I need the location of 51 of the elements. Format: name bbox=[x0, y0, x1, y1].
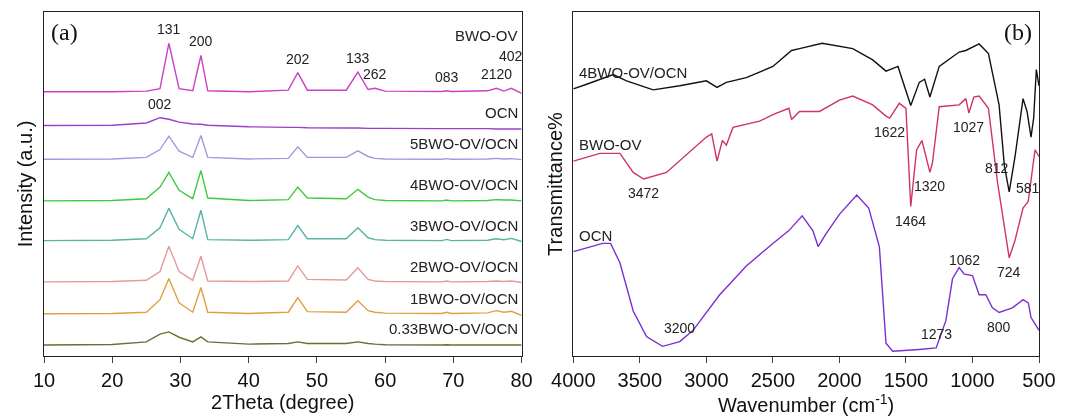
series-label: 3BWO-OV/OCN bbox=[410, 217, 519, 234]
x-tick-label: 10 bbox=[32, 369, 56, 392]
annotation: 724 bbox=[997, 264, 1021, 280]
annotation: 800 bbox=[987, 319, 1011, 335]
x-axis-title: Wavenumber (cm$^{-1}$) bbox=[718, 391, 895, 417]
annotation: 3200 bbox=[664, 320, 696, 336]
annotation: 3472 bbox=[628, 185, 660, 201]
x-tick-label: 60 bbox=[374, 369, 397, 392]
annotation: 402 bbox=[499, 48, 523, 64]
series-label: 2BWO-OV/OCN bbox=[410, 258, 519, 275]
series-label: 4BWO-OV/OCN bbox=[410, 176, 519, 193]
series-label: 1BWO-OV/OCN bbox=[410, 290, 519, 307]
series-label: BWO-OV bbox=[579, 136, 642, 153]
chart-title: (b) bbox=[1004, 19, 1032, 45]
x-tick-label: 70 bbox=[442, 369, 465, 392]
series-label: 5BWO-OV/OCN bbox=[410, 135, 519, 152]
x-tick-label: 3500 bbox=[617, 369, 663, 392]
y-axis-title: Intensity (a.u.) bbox=[14, 120, 37, 248]
series-label: OCN bbox=[485, 104, 519, 121]
x-tick-label: 30 bbox=[169, 369, 192, 392]
series-label: 4BWO-OV/OCN bbox=[579, 64, 688, 81]
annotation: 200 bbox=[189, 33, 213, 49]
x-tick-label: 1000 bbox=[950, 369, 995, 392]
annotation: 202 bbox=[286, 51, 310, 67]
annotation: 1464 bbox=[895, 213, 927, 229]
annotation: 1622 bbox=[874, 124, 906, 140]
x-axis-title: 2Theta (degree) bbox=[211, 391, 355, 414]
annotation: 262 bbox=[363, 66, 387, 82]
y-axis-title: Transmittance% bbox=[543, 111, 566, 256]
x-tick-label: 3000 bbox=[684, 369, 729, 392]
annotation: 083 bbox=[435, 69, 459, 85]
x-tick-label: 1500 bbox=[883, 369, 929, 392]
series-label: OCN bbox=[579, 227, 613, 244]
x-tick-label: 2000 bbox=[817, 369, 862, 392]
x-tick-label: 50 bbox=[305, 369, 329, 392]
annotation: 2120 bbox=[481, 66, 513, 82]
x-tick-label: 40 bbox=[237, 369, 260, 392]
annotation: 131 bbox=[157, 21, 181, 37]
annotation: 1320 bbox=[914, 178, 946, 194]
series-label: 0.33BWO-OV/OCN bbox=[389, 320, 519, 337]
chart-title: (a) bbox=[51, 19, 78, 45]
annotation: 133 bbox=[346, 50, 370, 66]
x-tick-label: 4000 bbox=[551, 369, 596, 392]
text: BWO-OV bbox=[455, 27, 518, 44]
annotation: 002 bbox=[148, 96, 172, 112]
x-tick-label: 500 bbox=[1022, 369, 1056, 392]
annotation: 1027 bbox=[953, 119, 985, 135]
x-tick-label: 2500 bbox=[750, 369, 796, 392]
x-tick-label: 20 bbox=[101, 369, 124, 392]
annotation: 1062 bbox=[949, 252, 981, 268]
x-tick-label: 80 bbox=[510, 369, 533, 392]
